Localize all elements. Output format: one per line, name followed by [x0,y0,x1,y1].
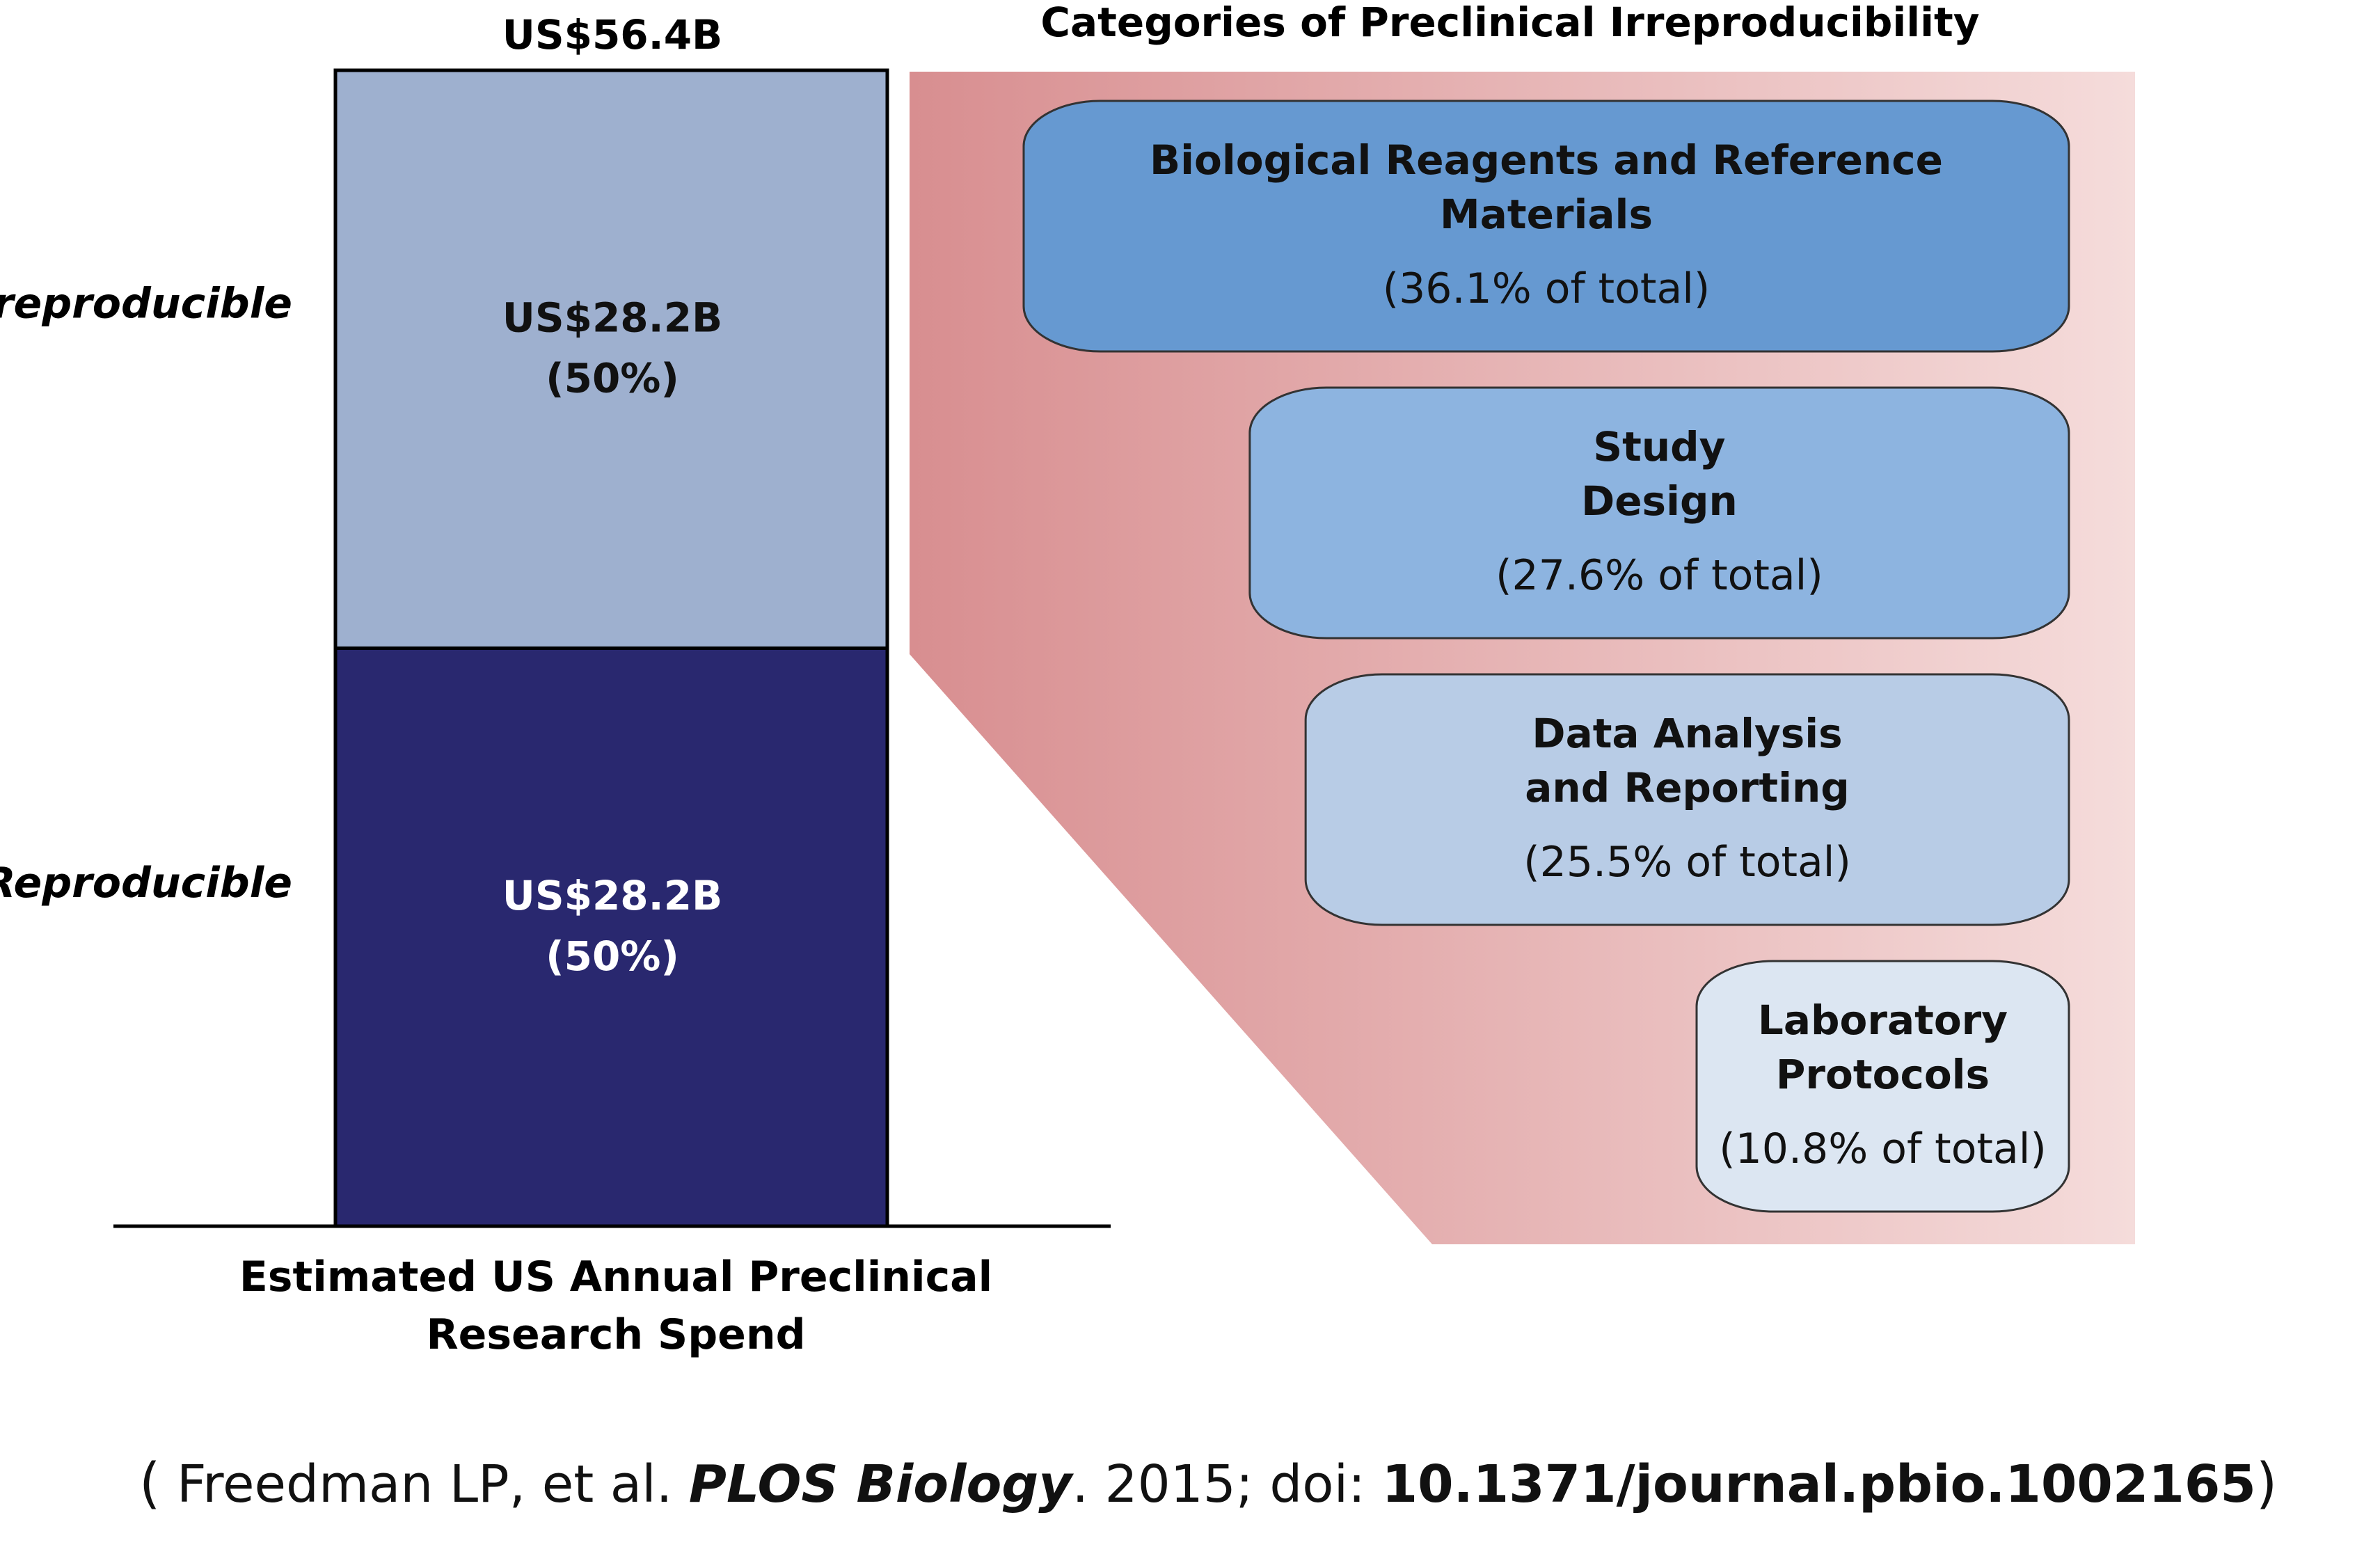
breakdown-fan [910,72,2135,1244]
category-percent-label: (27.6% of total) [1496,551,1823,600]
category-percent-label: (10.8% of total) [1719,1125,2047,1173]
segment-percent-label-reproducible: (50%) [546,933,679,980]
category-box [1022,100,2070,353]
segment-name-irreproducible: Irreproducible [0,279,292,328]
category-percent-label: (36.1% of total) [1383,264,1711,313]
x-axis-label-line-1: Estimated US Annual Preclinical [239,1253,992,1301]
category-name-line: Laboratory [1758,997,2008,1044]
citation-journal: PLOS Biology [688,1454,1072,1514]
category-name-line: Data Analysis [1532,710,1842,757]
category-name-line: Materials [1440,191,1653,238]
x-axis-label-line-2: Research Spend [426,1310,805,1359]
citation-year-doi-label: . 2015; doi: [1072,1454,1382,1514]
citation-doi: 10.1371/journal.pbio.1002165 [1381,1454,2256,1514]
bar-total-label: US$56.4B [502,11,723,58]
category-name-line: and Reporting [1525,764,1850,811]
citation-open-paren: ( [139,1452,161,1515]
category-name-line: Protocols [1776,1051,1990,1098]
category-name-line: Design [1581,477,1738,525]
citation-close-paren: ) [2255,1452,2278,1515]
category-percent-label: (25.5% of total) [1523,838,1851,887]
category-box [1695,960,2070,1213]
bar-segment-reproducible [333,646,889,1228]
segment-value-label-reproducible: US$28.2B [502,872,723,919]
citation-authors: Freedman LP, et al. [176,1454,673,1514]
stacked-bar [333,68,889,1228]
category-name-line: Biological Reagents and Reference [1150,136,1943,184]
breakdown-title: Categories of Preclinical Irreproducibil… [1040,0,1979,46]
segment-value-label-irreproducible: US$28.2B [502,294,723,341]
breakdown-categories: Biological Reagents and Reference Materia… [1022,100,2070,1213]
bar-segment-irreproducible [333,68,889,650]
category-box [1248,386,2070,640]
category-box [1304,673,2070,926]
segment-name-reproducible: Reproducible [0,859,292,907]
segment-percent-label-irreproducible: (50%) [546,354,679,402]
category-name-line: Study [1593,423,1725,470]
citation: ( Freedman LP, et al. PLOS Biology. 2015… [139,1449,2296,1519]
